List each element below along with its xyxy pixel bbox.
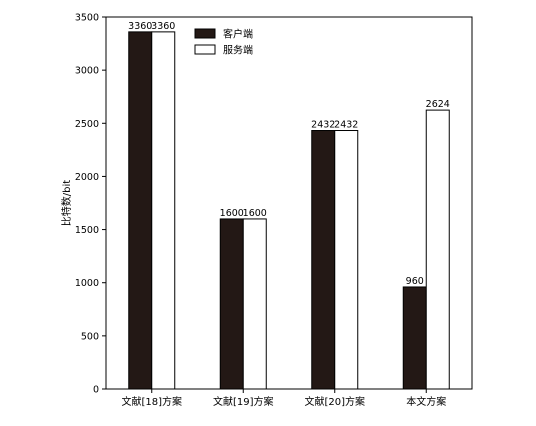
value-labels-layer: 3360 1600 2432 960 3360 1600 2432 2624: [128, 21, 450, 287]
y-tick-label: 500: [81, 331, 99, 342]
bars-layer: [128, 31, 450, 390]
bar-value-label: 2432: [311, 120, 335, 131]
legend-label: 服务端: [223, 44, 253, 57]
bar-server: [425, 109, 450, 390]
legend-swatch: [194, 28, 216, 39]
y-tick-label: 2500: [75, 119, 99, 130]
bar-client: [128, 31, 153, 390]
y-axis: 0 500 1000 1500 2000 2500 3000 3500: [75, 13, 106, 396]
bar-server: [151, 31, 176, 390]
bar-value-label: 1600: [220, 208, 244, 219]
bar-value-label: 2624: [426, 99, 450, 110]
y-tick-label: 1500: [75, 225, 99, 236]
y-tick-label: 3500: [75, 13, 99, 24]
bar-client: [219, 218, 244, 390]
bar-value-label: 3360: [128, 21, 152, 32]
x-tick-label: 本文方案: [406, 395, 446, 408]
bar-client: [311, 130, 336, 390]
bar-value-label: 2432: [334, 120, 358, 131]
bar-client: [402, 286, 427, 390]
legend-swatch: [194, 44, 216, 55]
y-axis-title: 比特数/bit: [60, 180, 73, 226]
plot-frame: [105, 16, 473, 390]
y-tick-label: 2000: [75, 172, 99, 183]
y-tick-label: 1000: [75, 278, 99, 289]
x-tick-label: 文献[18]方案: [121, 395, 182, 408]
bar-server: [334, 130, 359, 390]
bar-value-label: 1600: [243, 208, 267, 219]
x-tick-label: 文献[20]方案: [304, 395, 365, 408]
legend-label: 客户端: [223, 28, 253, 41]
x-tick-label: 文献[19]方案: [213, 395, 274, 408]
x-axis: 文献[18]方案 文献[19]方案 文献[20]方案 本文方案: [121, 389, 446, 408]
y-tick-label: 0: [93, 385, 99, 396]
y-tick-label: 3000: [75, 66, 99, 77]
bar-value-label: 3360: [151, 21, 175, 32]
bar-value-label: 960: [406, 276, 424, 287]
bar-server: [242, 218, 267, 390]
